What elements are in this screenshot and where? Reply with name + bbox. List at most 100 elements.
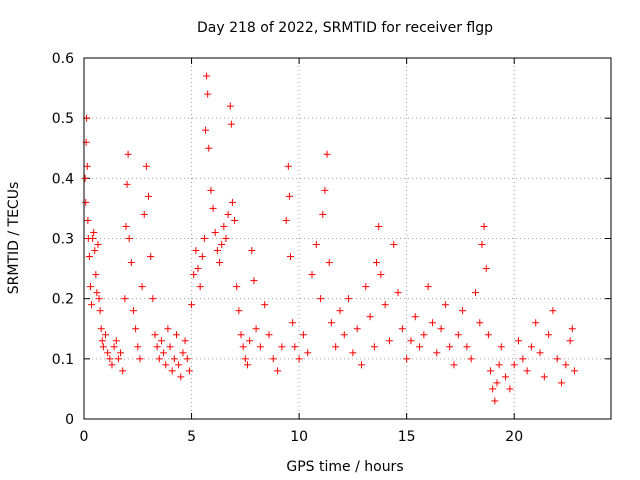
x-tick-label: 10 bbox=[290, 429, 308, 445]
data-point bbox=[366, 313, 374, 321]
data-point bbox=[286, 253, 294, 261]
data-point bbox=[349, 349, 357, 357]
data-point bbox=[194, 265, 202, 273]
data-point bbox=[127, 259, 135, 267]
data-point bbox=[527, 343, 535, 351]
data-point bbox=[117, 349, 125, 357]
data-point bbox=[203, 72, 211, 80]
data-point bbox=[85, 253, 93, 261]
data-point bbox=[428, 319, 436, 327]
axis-ticks: 0 0.1 0.2 0.3 0.4 0.5 0.6 0 5 10 15 20 bbox=[52, 51, 611, 445]
data-point bbox=[265, 331, 273, 339]
data-point bbox=[89, 235, 97, 242]
data-point bbox=[106, 355, 114, 363]
data-point bbox=[114, 355, 122, 363]
data-point bbox=[540, 373, 548, 381]
data-point bbox=[222, 235, 230, 242]
data-point bbox=[224, 210, 232, 218]
y-tick-label: 0.5 bbox=[52, 111, 74, 127]
data-point bbox=[487, 367, 495, 375]
data-point bbox=[291, 343, 299, 351]
data-point bbox=[122, 222, 130, 230]
data-point bbox=[119, 367, 127, 375]
data-point bbox=[95, 295, 103, 303]
data-point bbox=[478, 241, 486, 249]
data-point bbox=[416, 343, 424, 351]
data-point bbox=[482, 265, 490, 273]
data-point bbox=[377, 271, 385, 279]
data-point bbox=[250, 277, 258, 285]
x-tick-label: 0 bbox=[80, 429, 89, 445]
data-point bbox=[175, 361, 183, 369]
data-point bbox=[289, 319, 297, 327]
data-point bbox=[407, 337, 415, 345]
data-point bbox=[357, 361, 365, 369]
data-point bbox=[495, 361, 503, 369]
data-point bbox=[502, 373, 510, 381]
data-point bbox=[278, 343, 286, 351]
data-point bbox=[398, 325, 406, 333]
data-point bbox=[88, 301, 96, 309]
data-point bbox=[220, 222, 228, 230]
data-point bbox=[532, 319, 540, 327]
data-point bbox=[336, 307, 344, 315]
data-point bbox=[373, 259, 381, 267]
data-point bbox=[299, 331, 307, 339]
data-point bbox=[145, 192, 153, 200]
data-point bbox=[142, 162, 150, 170]
data-point bbox=[110, 343, 118, 351]
data-point bbox=[216, 259, 224, 267]
data-point bbox=[124, 150, 132, 158]
data-point bbox=[136, 355, 144, 363]
data-point bbox=[196, 283, 204, 291]
data-point bbox=[231, 216, 239, 224]
data-point bbox=[484, 331, 492, 339]
data-point bbox=[183, 355, 191, 363]
data-point bbox=[198, 253, 206, 261]
data-point bbox=[177, 373, 185, 381]
data-point bbox=[207, 186, 215, 194]
data-point bbox=[132, 325, 140, 333]
data-point bbox=[471, 289, 479, 297]
data-point bbox=[568, 325, 576, 333]
y-axis-label: SRMTID / TECUs bbox=[6, 182, 22, 295]
data-point bbox=[549, 307, 557, 315]
y-tick-label: 0 bbox=[65, 412, 74, 428]
data-point bbox=[390, 241, 398, 249]
data-point bbox=[497, 343, 505, 351]
data-point bbox=[134, 343, 142, 351]
data-point bbox=[86, 283, 94, 291]
data-point bbox=[218, 241, 226, 249]
data-point bbox=[510, 361, 518, 369]
data-point bbox=[476, 319, 484, 327]
y-tick-label: 0.4 bbox=[52, 171, 74, 187]
data-point bbox=[467, 355, 475, 363]
data-point bbox=[112, 337, 120, 345]
data-point bbox=[138, 283, 146, 291]
data-point bbox=[200, 235, 208, 242]
data-point bbox=[437, 325, 445, 333]
y-tick-label: 0.1 bbox=[52, 352, 74, 368]
data-point bbox=[91, 247, 99, 255]
data-point bbox=[166, 343, 174, 351]
data-point bbox=[147, 253, 155, 261]
data-point bbox=[94, 241, 102, 249]
data-point bbox=[491, 397, 499, 405]
data-point bbox=[192, 247, 200, 255]
data-point bbox=[151, 331, 159, 339]
data-point bbox=[321, 186, 329, 194]
data-point bbox=[523, 367, 531, 375]
data-point bbox=[241, 355, 249, 363]
data-point bbox=[96, 307, 104, 315]
data-point bbox=[256, 343, 264, 351]
data-point bbox=[515, 337, 523, 345]
data-point bbox=[228, 198, 236, 206]
data-point bbox=[82, 198, 90, 206]
data-point bbox=[168, 367, 176, 375]
data-point bbox=[170, 355, 178, 363]
data-point bbox=[308, 271, 316, 279]
data-point bbox=[123, 180, 131, 188]
data-point bbox=[295, 355, 303, 363]
data-point bbox=[545, 331, 553, 339]
data-point bbox=[394, 289, 402, 297]
